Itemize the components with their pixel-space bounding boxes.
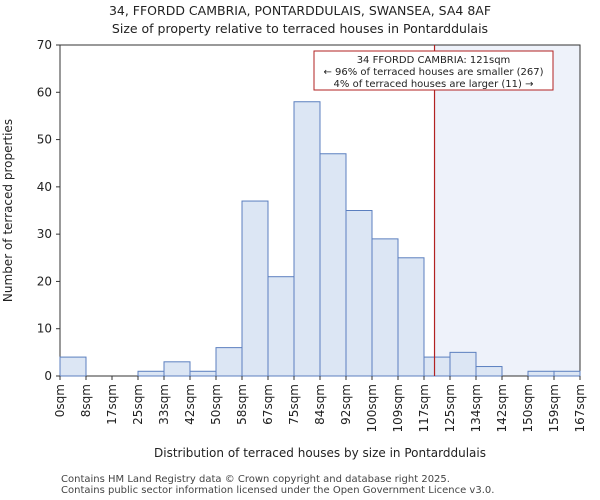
bar-11 [345, 210, 373, 377]
x-tick-label-14: 117sqm [417, 384, 431, 432]
x-tick-label-3: 25sqm [131, 384, 145, 425]
y-tick-label-30: 30 [37, 227, 52, 241]
x-tick-label-0: 0sqm [53, 384, 67, 417]
bar-8 [267, 276, 295, 377]
x-tick-label-7: 58sqm [235, 384, 249, 425]
x-tick-label-8: 67sqm [261, 384, 275, 425]
y-tick-label-50: 50 [37, 133, 52, 147]
bar-3 [137, 370, 165, 377]
annotation-line-1: 34 FFORDD CAMBRIA: 121sqm [357, 55, 511, 66]
y-tick-label-70: 70 [37, 38, 52, 52]
x-tick-label-20: 167sqm [573, 384, 587, 432]
x-tick-label-16: 134sqm [469, 384, 483, 432]
x-tick-label-17: 142sqm [495, 384, 509, 432]
bar-0 [59, 356, 87, 377]
x-tick-label-12: 100sqm [365, 384, 379, 432]
bar-19 [553, 370, 581, 377]
highlight-region [434, 45, 580, 376]
x-tick-label-1: 8sqm [79, 384, 93, 417]
bar-16 [475, 366, 503, 377]
x-tick-label-13: 109sqm [391, 384, 405, 432]
y-tick-label-0: 0 [44, 369, 52, 383]
annotation-line-3: 4% of terraced houses are larger (11) → [334, 79, 534, 90]
annotation-box [313, 50, 554, 91]
bar-18 [527, 370, 555, 377]
y-tick-label-60: 60 [37, 85, 52, 99]
y-tick-label-40: 40 [37, 180, 52, 194]
x-tick-label-2: 17sqm [105, 384, 119, 425]
x-tick-label-11: 92sqm [339, 384, 353, 425]
annotation-line-2: ← 96% of terraced houses are smaller (26… [323, 67, 543, 78]
bar-6 [215, 347, 243, 377]
x-tick-label-19: 159sqm [547, 384, 561, 432]
bar-13 [397, 257, 425, 377]
y-axis-label: Number of terraced properties [1, 119, 15, 302]
x-tick-label-18: 150sqm [521, 384, 535, 432]
x-tick-label-9: 75sqm [287, 384, 301, 425]
footer-licence: Contains public sector information licen… [61, 485, 495, 496]
y-tick-label-10: 10 [37, 322, 52, 336]
x-tick-label-5: 42sqm [183, 384, 197, 425]
bar-10 [319, 153, 347, 377]
bar-5 [189, 370, 217, 377]
bar-12 [371, 238, 399, 377]
bar-7 [241, 200, 269, 377]
bar-9 [293, 101, 321, 377]
chart-title: 34, FFORDD CAMBRIA, PONTARDDULAIS, SWANS… [108, 3, 492, 18]
x-tick-label-10: 84sqm [313, 384, 327, 425]
x-tick-label-15: 125sqm [443, 384, 457, 432]
x-tick-label-6: 50sqm [209, 384, 223, 425]
bar-14 [423, 356, 451, 377]
x-axis-label: Distribution of terraced houses by size … [154, 446, 486, 460]
x-tick-label-4: 33sqm [157, 384, 171, 425]
bar-15 [449, 351, 477, 377]
footer-copyright: Contains HM Land Registry data © Crown c… [61, 474, 450, 485]
bar-4 [163, 361, 191, 377]
chart-subtitle: Size of property relative to terraced ho… [111, 21, 489, 36]
y-tick-label-20: 20 [37, 274, 52, 288]
